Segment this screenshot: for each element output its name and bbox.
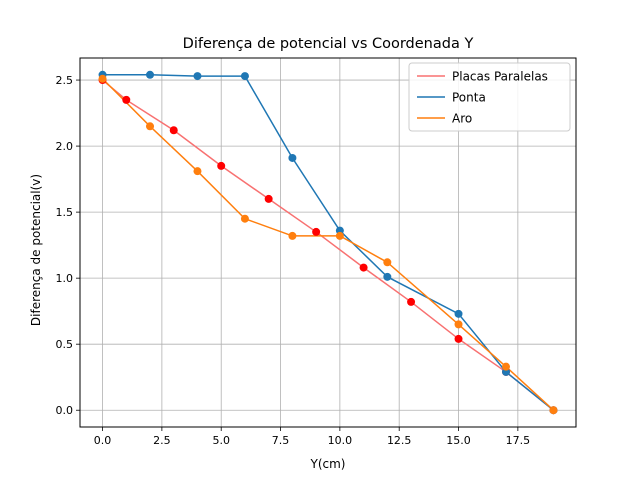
data-point bbox=[454, 309, 463, 318]
data-point bbox=[359, 263, 368, 272]
series-line bbox=[102, 74, 554, 411]
legend-box bbox=[408, 62, 571, 132]
axis-ticks: 0.0 2.5 5.0 7.5 10.0 12.5 15.0 17.5 0.0 0.5 1.0 1.5… bbox=[56, 74, 531, 447]
data-point bbox=[193, 167, 202, 176]
y-axis-label: Diferença de potencial(v) bbox=[29, 174, 43, 326]
data-point bbox=[146, 70, 155, 79]
data-point bbox=[454, 334, 463, 343]
legend-label: Aro bbox=[452, 112, 472, 126]
data-point bbox=[501, 362, 510, 371]
data-point bbox=[335, 231, 344, 240]
y-tick-label: 2.0 bbox=[56, 140, 74, 153]
data-point bbox=[122, 95, 131, 104]
chart-title: Diferença de potencial vs Coordenada Y bbox=[183, 36, 474, 52]
y-tick-label: 2.5 bbox=[56, 74, 74, 87]
data-point bbox=[264, 194, 273, 203]
legend-label: Ponta bbox=[452, 91, 486, 105]
axes-frame bbox=[79, 57, 577, 428]
y-tick-label: 0.5 bbox=[56, 338, 74, 351]
data-point bbox=[288, 153, 297, 162]
x-tick-label: 2.5 bbox=[153, 434, 171, 447]
data-point bbox=[193, 72, 202, 81]
data-point bbox=[383, 258, 392, 267]
x-tick-label: 17.5 bbox=[506, 434, 531, 447]
x-tick-label: 7.5 bbox=[272, 434, 290, 447]
data-point bbox=[454, 320, 463, 329]
data-point bbox=[383, 272, 392, 281]
data-point bbox=[407, 297, 416, 306]
y-tick-label: 1.5 bbox=[56, 206, 74, 219]
x-tick-label: 15.0 bbox=[446, 434, 471, 447]
plot-series bbox=[98, 70, 558, 415]
data-point bbox=[217, 161, 226, 170]
data-point bbox=[240, 214, 249, 223]
x-tick-label: 5.0 bbox=[212, 434, 230, 447]
x-tick-label: 0.0 bbox=[94, 434, 112, 447]
y-tick-label: 1.0 bbox=[56, 272, 74, 285]
y-tick-label: 0.0 bbox=[56, 404, 74, 417]
legend: Placas Paralelas Ponta Aro bbox=[408, 62, 571, 132]
data-point bbox=[240, 72, 249, 81]
legend-label: Placas Paralelas bbox=[452, 70, 548, 84]
data-point bbox=[169, 126, 178, 135]
data-point bbox=[98, 74, 107, 83]
data-point bbox=[146, 122, 155, 131]
x-axis-label: Y(cm) bbox=[310, 457, 346, 471]
data-point bbox=[312, 227, 321, 236]
data-point bbox=[549, 406, 558, 415]
data-point bbox=[288, 231, 297, 240]
x-tick-label: 12.5 bbox=[387, 434, 412, 447]
x-tick-label: 10.0 bbox=[328, 434, 353, 447]
